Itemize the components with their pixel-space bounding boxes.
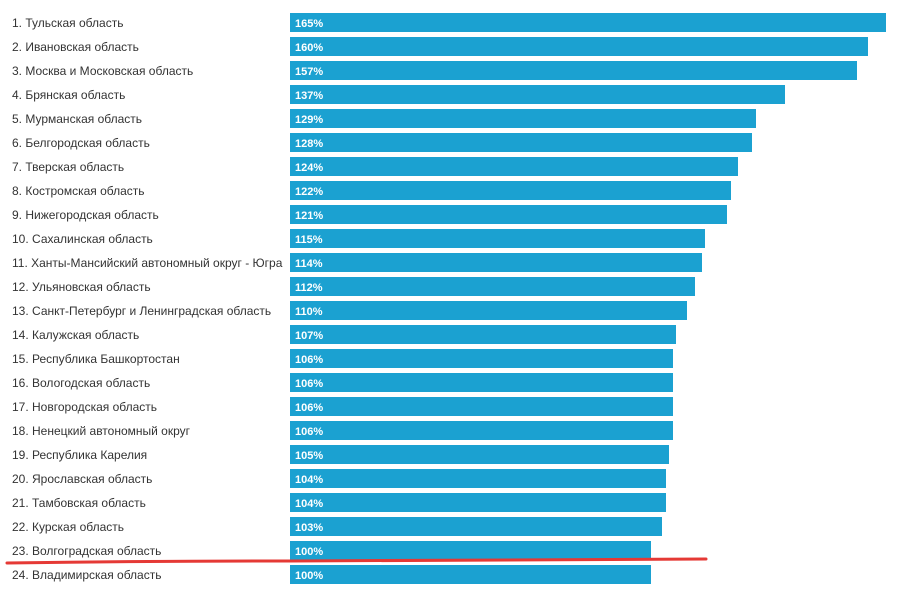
bar-value-label: 103% [295,522,323,534]
bar [290,541,651,560]
bar-value-label: 107% [295,330,323,342]
bar [290,517,662,536]
bar-value-label: 104% [295,474,323,486]
bar-value-label: 165% [295,18,323,30]
bar-value-label: 129% [295,114,323,126]
category-label: 15. Республика Башкортостан [12,352,180,366]
bar [290,565,651,584]
bar-value-label: 128% [295,138,323,150]
category-label: 1. Тульская область [12,16,123,30]
category-label: 22. Курская область [12,520,124,534]
bar-value-label: 137% [295,90,323,102]
category-label: 21. Тамбовская область [12,496,146,510]
category-label: 17. Новгородская область [12,400,157,414]
category-label: 23. Волгоградская область [12,544,161,558]
bar [290,253,702,272]
bar-value-label: 100% [295,570,323,582]
bar-value-label: 105% [295,450,323,462]
bar-value-label: 115% [295,234,323,246]
bar-value-label: 114% [295,258,323,270]
category-label: 5. Мурманская область [12,112,142,126]
bar [290,325,676,344]
category-label: 24. Владимирская область [12,568,161,582]
category-label: 9. Нижегородская область [12,208,159,222]
bar [290,37,868,56]
category-label: 2. Ивановская область [12,40,139,54]
bar [290,469,666,488]
category-label: 11. Ханты-Мансийский автономный округ - … [12,256,283,270]
bar [290,397,673,416]
bar-value-label: 160% [295,42,323,54]
bar [290,157,738,176]
category-label: 3. Москва и Московская область [12,64,193,78]
bar [290,421,673,440]
category-label: 4. Брянская область [12,88,125,102]
category-label: 16. Вологодская область [12,376,150,390]
bar-value-label: 106% [295,426,323,438]
bar [290,301,687,320]
bar [290,445,669,464]
category-label: 6. Белгородская область [12,136,150,150]
bar-value-label: 106% [295,354,323,366]
category-label: 10. Сахалинская область [12,232,153,246]
bar [290,109,756,128]
category-label: 18. Ненецкий автономный округ [12,424,191,438]
bar [290,85,785,104]
highlight-underline [5,557,708,565]
bar-value-label: 110% [295,306,323,318]
bar [290,205,727,224]
bar-value-label: 122% [295,186,323,198]
bar-value-label: 106% [295,378,323,390]
category-label: 19. Республика Карелия [12,448,147,462]
bar [290,13,886,32]
bar [290,229,705,248]
bar [290,493,666,512]
bar-value-label: 157% [295,66,323,78]
bar-value-label: 104% [295,498,323,510]
category-label: 12. Ульяновская область [12,280,151,294]
bar [290,373,673,392]
bar [290,61,857,80]
category-label: 20. Ярославская область [12,472,152,486]
category-label: 7. Тверская область [12,160,124,174]
bar-value-label: 121% [295,210,323,222]
bar [290,349,673,368]
category-label: 8. Костромская область [12,184,145,198]
bar-value-label: 112% [295,282,323,294]
bar [290,181,731,200]
bar-value-label: 106% [295,402,323,414]
category-label: 14. Калужская область [12,328,139,342]
bar [290,277,695,296]
category-label: 13. Санкт-Петербург и Ленинградская обла… [12,304,271,318]
bar-value-label: 100% [295,546,323,558]
bar [290,133,752,152]
bar-value-label: 124% [295,162,323,174]
